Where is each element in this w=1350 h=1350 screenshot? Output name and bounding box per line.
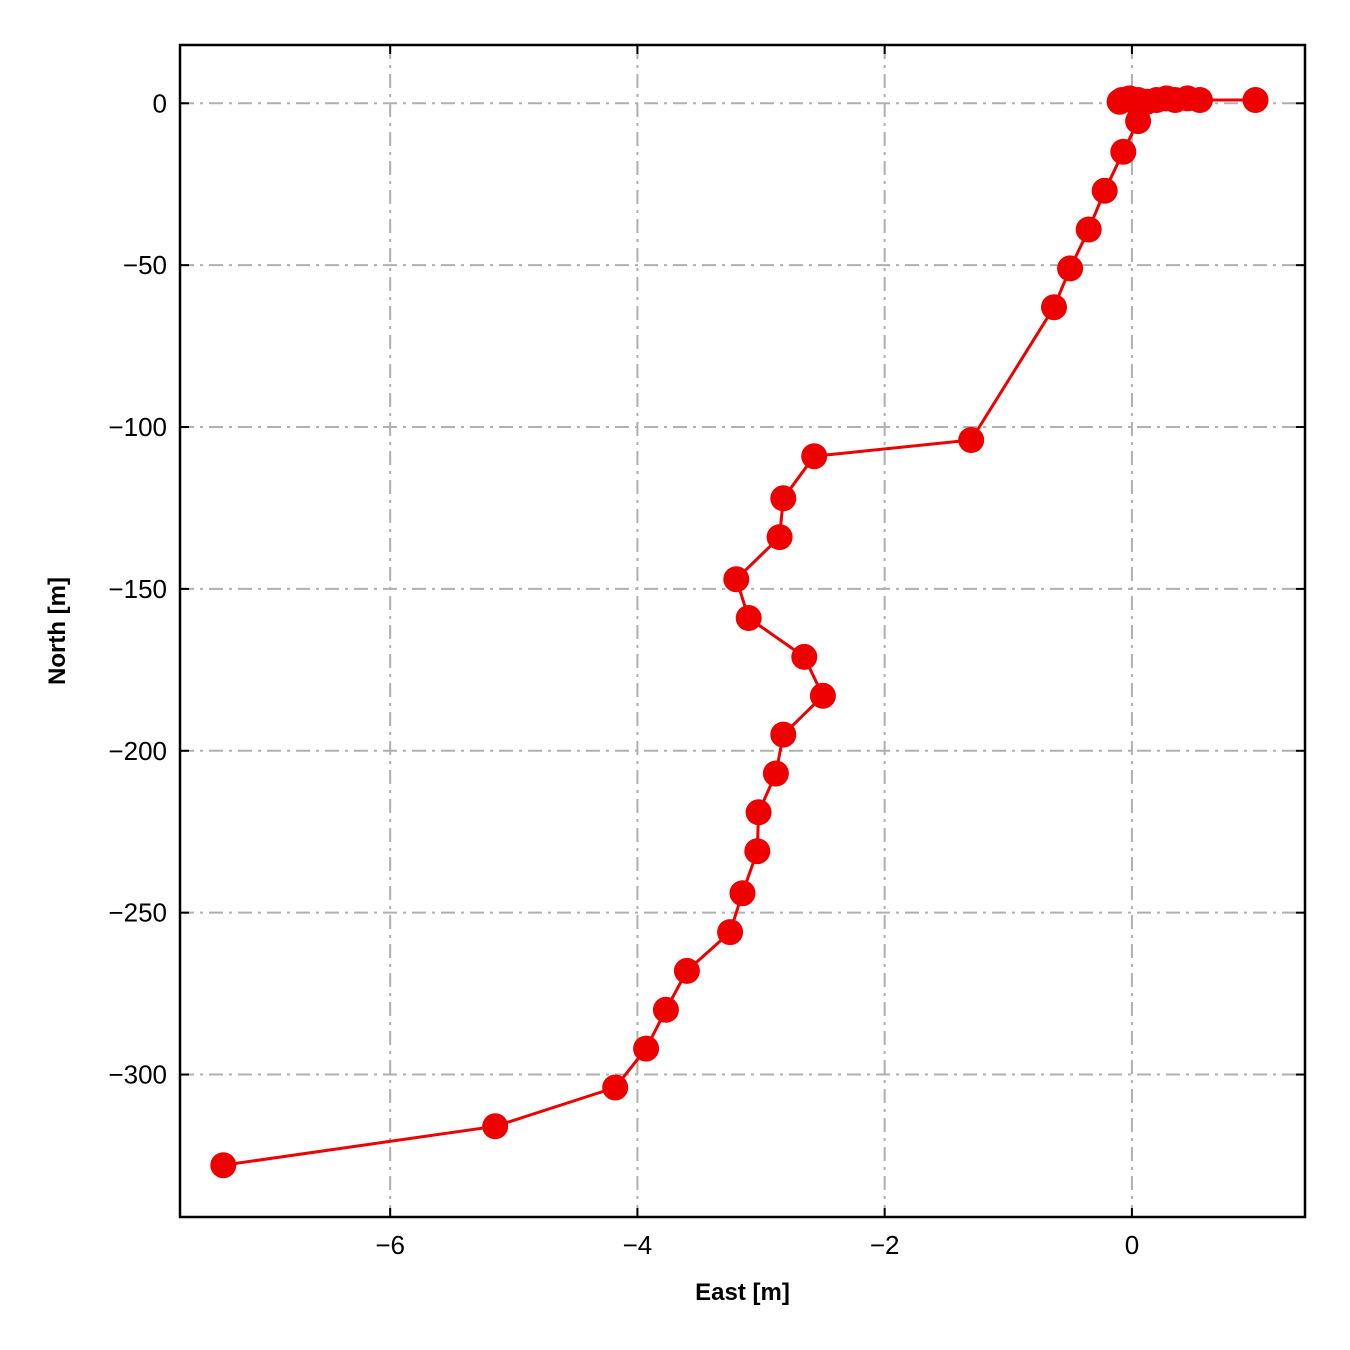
y-axis-title: North [m] — [44, 577, 71, 685]
data-point — [673, 957, 700, 984]
data-point — [633, 1035, 660, 1062]
data-point — [1041, 294, 1067, 321]
data-point — [735, 605, 762, 631]
data-point — [482, 1113, 509, 1140]
x-tick-label: −6 — [375, 1230, 405, 1260]
data-point — [791, 643, 818, 670]
x-axis-title: East [m] — [695, 1279, 790, 1306]
data-point — [210, 1152, 237, 1179]
y-tick-label: −300 — [108, 1060, 167, 1090]
data-point — [1125, 108, 1152, 135]
y-tick-label: −200 — [108, 736, 167, 766]
x-tick-label: 0 — [1125, 1230, 1139, 1260]
y-tick-label: −50 — [123, 250, 167, 280]
y-tick-label: −250 — [108, 898, 167, 928]
data-point — [958, 427, 985, 453]
data-point — [729, 880, 756, 907]
series-group — [210, 85, 1269, 1179]
data-point — [1075, 216, 1102, 243]
y-tick-label: 0 — [153, 88, 167, 118]
data-point — [770, 721, 797, 748]
plot-frame — [178, 43, 1307, 1219]
data-point — [723, 566, 750, 593]
data-point — [745, 799, 772, 826]
x-tick-label: −2 — [870, 1230, 900, 1260]
data-point — [1242, 87, 1269, 113]
data-point — [762, 760, 789, 787]
data-point — [717, 919, 744, 946]
ticks — [180, 45, 1305, 1217]
data-point — [801, 443, 828, 470]
data-point — [652, 996, 679, 1023]
data-point — [1106, 88, 1133, 115]
x-tick-label: −4 — [623, 1230, 653, 1260]
tick-labels: −6 −4 −2 00−50−100−150−200−250−300 — [108, 88, 1139, 1260]
data-point — [770, 485, 797, 512]
data-point — [602, 1074, 629, 1101]
data-point — [1091, 177, 1118, 204]
data-point — [766, 524, 793, 551]
data-point — [1110, 138, 1137, 165]
data-point — [809, 682, 836, 709]
y-tick-label: −150 — [108, 574, 167, 604]
y-tick-label: −100 — [108, 412, 167, 442]
data-point — [744, 838, 771, 865]
data-point — [1057, 255, 1084, 282]
